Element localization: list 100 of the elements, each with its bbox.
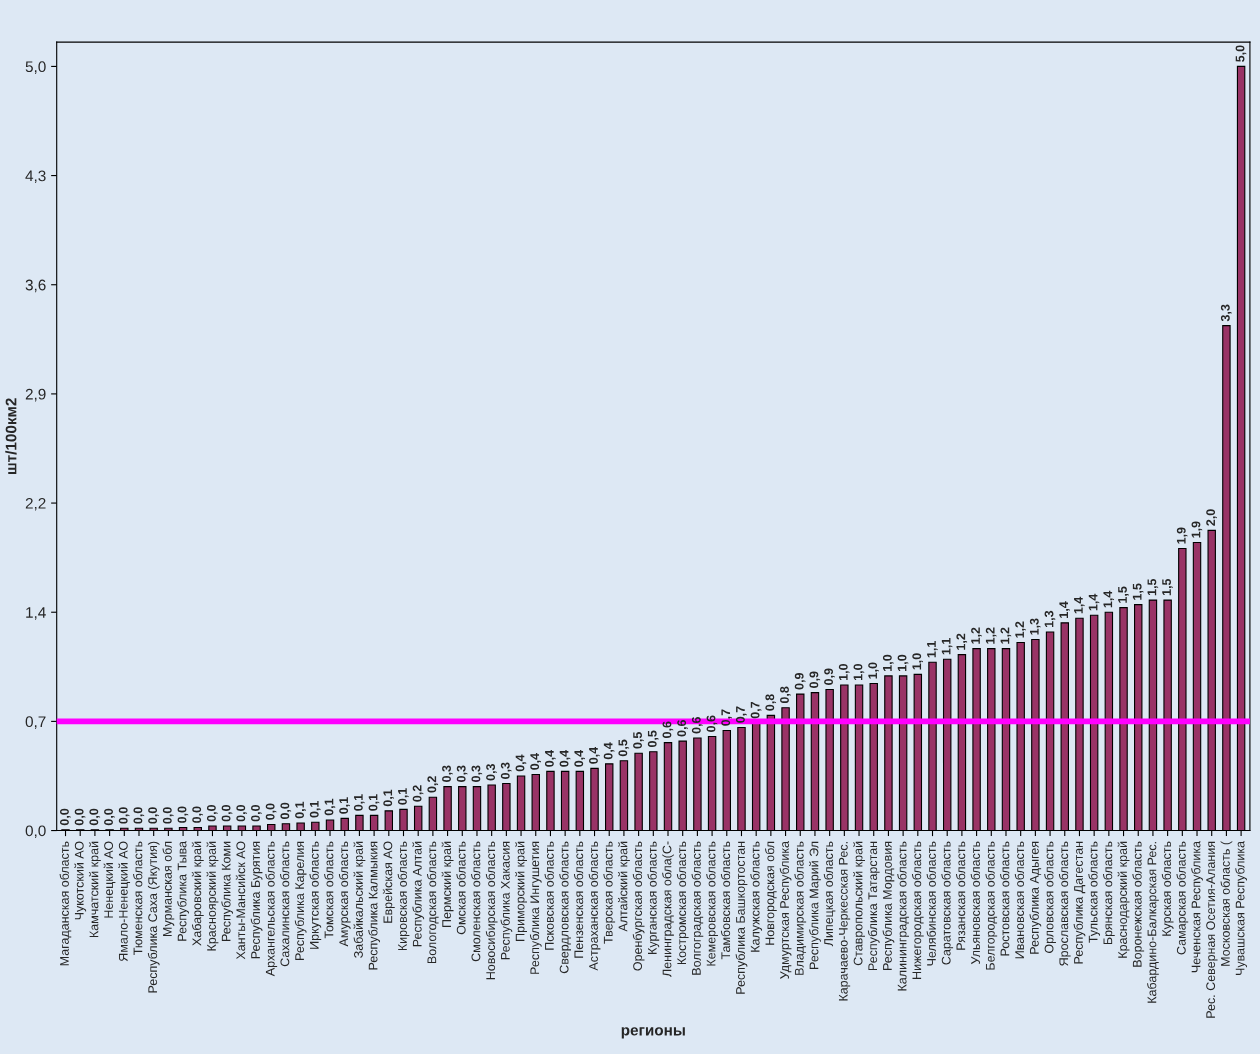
data-label: 1,2 <box>971 627 982 644</box>
data-label: 1,0 <box>853 663 865 681</box>
x-tick-label: Новгородская обл <box>764 841 777 945</box>
x-tick-label: Пермский край <box>441 841 454 927</box>
x-tick-label: Липецкая область <box>823 841 836 947</box>
data-label: 1,0 <box>897 654 909 671</box>
data-label: 1,4 <box>1074 596 1085 614</box>
data-label: 0,7 <box>735 706 747 723</box>
x-tick-label: Республика Алтай <box>412 841 425 947</box>
data-label: 0,9 <box>794 673 806 690</box>
data-label: 0,6 <box>677 720 688 737</box>
y-tick-label: 0,0 <box>25 825 46 839</box>
x-tick-label: Чеченская Республика <box>1191 840 1203 973</box>
x-tick-label: Республика Саха (Якутия) <box>147 841 160 993</box>
data-label: 0,3 <box>500 762 512 779</box>
x-tick-label: Воронежская область <box>1132 841 1145 967</box>
data-label: 1,5 <box>1162 578 1173 596</box>
x-tick-label: Рес. Северная Осетия-Алания <box>1206 841 1218 1018</box>
x-tick-label: Приморский край <box>515 841 527 941</box>
x-tick-label: Курская область <box>1161 841 1174 936</box>
data-label: 0,0 <box>60 808 71 826</box>
data-label: 5,0 <box>1235 45 1247 62</box>
x-tick-label: Забайкальский край <box>353 841 366 958</box>
x-tick-label: Новосибирская область <box>485 841 498 980</box>
data-label: 0,0 <box>89 808 101 826</box>
x-tick-label: Томская область <box>324 841 334 939</box>
x-tick-label: Самарская область <box>1176 841 1189 955</box>
data-label: 0,0 <box>206 804 218 822</box>
x-tick-label: Костромская область <box>676 841 689 965</box>
x-tick-label: Ивановская область <box>1014 841 1025 959</box>
x-tick-label: Свердловская область <box>559 841 572 974</box>
x-tick-label: Кировская область <box>397 841 410 951</box>
data-label: 0,7 <box>750 701 762 719</box>
x-tick-label: Орловская область <box>1044 841 1056 953</box>
x-tick-label: Ямало-Ненецкий АО <box>118 841 131 962</box>
data-label: 0,1 <box>383 789 394 807</box>
x-tick-label: Республика Мордовия <box>882 841 895 970</box>
data-label: 1,5 <box>1132 583 1144 600</box>
data-label: 0,6 <box>691 716 703 734</box>
data-label: 0,0 <box>236 804 248 822</box>
x-tick-label: Курганская область <box>647 841 660 954</box>
x-tick-label: Краснодарский край <box>1117 841 1130 958</box>
x-axis-title: регионы <box>621 1027 685 1039</box>
data-label: 0,6 <box>706 715 718 732</box>
data-label: 0,9 <box>824 668 835 685</box>
data-label: 1,0 <box>838 663 850 681</box>
x-tick-label: Тюменская область <box>133 841 143 955</box>
data-label: 0,5 <box>618 739 630 757</box>
x-tick-label: Амурская область <box>338 841 351 947</box>
data-label: 0,4 <box>574 749 585 767</box>
x-tick-label: Хабаровский край <box>191 841 204 946</box>
x-tick-label: Нижегородская область <box>911 841 924 979</box>
data-label: 1,2 <box>985 627 997 644</box>
data-label: 0,1 <box>309 801 321 818</box>
x-tick-label: Калининградская область <box>897 841 909 991</box>
x-tick-label: Ставропольский край <box>853 841 865 966</box>
data-label: 1,5 <box>1147 578 1159 596</box>
data-label: 0,0 <box>74 808 86 826</box>
data-label: 0,3 <box>471 765 483 782</box>
x-tick-label: Еврейская АО <box>382 841 395 923</box>
x-tick-label: Псковская область <box>544 841 554 950</box>
y-tick-label: 2,9 <box>25 388 46 402</box>
data-label: 1,3 <box>1029 618 1041 635</box>
data-label: 0,1 <box>353 794 365 811</box>
data-label: 1,1 <box>927 641 938 658</box>
x-tick-label: Карачаево-Черкесская Рес. <box>838 842 851 1001</box>
y-tick-label: 2,2 <box>25 497 46 511</box>
x-tick-label: Архангельская область <box>265 841 278 977</box>
data-label: 0,1 <box>295 801 306 819</box>
data-label: 1,5 <box>1118 586 1129 603</box>
x-tick-label: Республика Бурятия <box>250 841 263 959</box>
data-label: 1,1 <box>941 638 953 655</box>
x-tick-label: Республика Карелия <box>294 841 307 960</box>
x-tick-label: Тверская область <box>603 841 616 944</box>
x-tick-label: Республика Марий Эл <box>809 841 821 969</box>
data-label: 1,2 <box>1015 621 1026 638</box>
data-label: 0,0 <box>221 804 233 822</box>
data-label: 3,3 <box>1220 304 1232 322</box>
data-label: 1,2 <box>1000 627 1012 644</box>
data-label: 1,9 <box>1176 527 1188 544</box>
data-label: 0,3 <box>442 765 453 782</box>
data-label: 0,2 <box>427 776 439 793</box>
data-label: 0,9 <box>809 671 821 688</box>
y-axis-title: шт/100км2 <box>5 398 17 474</box>
x-tick-label: Ростовская область <box>1000 841 1010 956</box>
x-tick-label: Республика Башкортостан <box>735 841 748 994</box>
data-label: 0,8 <box>765 694 777 711</box>
data-label: 1,4 <box>1059 601 1070 618</box>
data-label: 1,0 <box>868 662 879 679</box>
data-label: 1,9 <box>1191 521 1203 538</box>
x-tick-label: Владимирская область <box>794 841 807 975</box>
data-label: 0,1 <box>339 797 350 814</box>
data-label: 0,1 <box>324 798 336 816</box>
data-label: 0,0 <box>192 806 203 823</box>
y-tick-label: 3,6 <box>25 279 46 293</box>
x-tick-label: Республика Ингушетия <box>529 841 542 974</box>
x-tick-label: Калужская область <box>750 841 763 952</box>
data-label: 0,6 <box>662 721 674 738</box>
data-label: 0,0 <box>280 802 292 820</box>
x-tick-label: Брянская область <box>1102 841 1115 945</box>
